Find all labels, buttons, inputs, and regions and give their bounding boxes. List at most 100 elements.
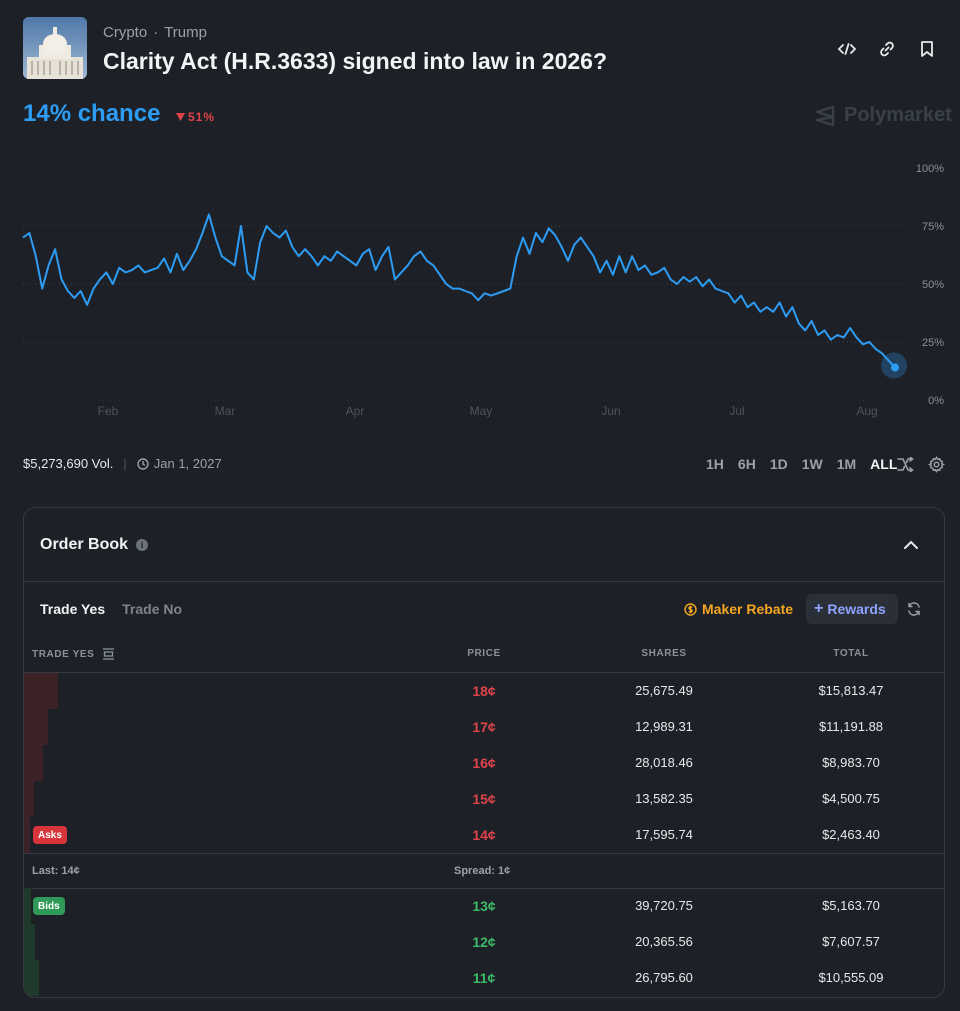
ask-row[interactable]: 16¢ 28,018.46 $8,983.70 bbox=[24, 745, 944, 781]
y-tick-label: 100% bbox=[916, 163, 944, 175]
depth-bar bbox=[24, 745, 43, 781]
brand-logo: Polymarket bbox=[814, 104, 952, 127]
order-book-title: Order Book i bbox=[40, 536, 149, 554]
order-book: Order Book i Trade Yes Trade No Maker Re… bbox=[23, 507, 945, 998]
breadcrumb-trump[interactable]: Trump bbox=[164, 24, 207, 41]
maker-rebate[interactable]: Maker Rebate bbox=[684, 601, 793, 617]
chance-delta: 51% bbox=[176, 110, 215, 124]
ask-total: $15,813.47 bbox=[818, 683, 884, 698]
bid-total: $10,555.09 bbox=[818, 970, 884, 985]
bid-row[interactable]: Bids 13¢ 39,720.75 $5,163.70 bbox=[24, 888, 944, 924]
ask-row[interactable]: 15¢ 13,582.35 $4,500.75 bbox=[24, 781, 944, 817]
ask-shares: 12,989.31 bbox=[635, 719, 693, 734]
end-date: Jan 1, 2027 bbox=[137, 456, 222, 471]
y-tick-label: 50% bbox=[922, 279, 944, 291]
x-tick-label: Feb bbox=[98, 404, 119, 418]
range-1m[interactable]: 1M bbox=[836, 456, 857, 472]
rewards-button[interactable]: + Rewards bbox=[806, 594, 898, 624]
x-tick-label: Aug bbox=[856, 404, 877, 418]
col-price: PRICE bbox=[467, 648, 501, 659]
ask-price: 16¢ bbox=[472, 755, 496, 771]
bookmark-icon[interactable] bbox=[916, 38, 938, 60]
depth-bar bbox=[24, 709, 48, 745]
series-line bbox=[22, 213, 896, 369]
asks-badge: Asks bbox=[33, 826, 67, 844]
ask-total: $4,500.75 bbox=[822, 791, 880, 806]
bid-price: 11¢ bbox=[472, 970, 496, 986]
brand-name: Polymarket bbox=[844, 104, 952, 126]
ask-shares: 13,582.35 bbox=[635, 791, 693, 806]
center-align-icon[interactable] bbox=[102, 648, 115, 660]
bid-shares: 26,795.60 bbox=[635, 970, 693, 985]
depth-bar bbox=[24, 924, 35, 960]
depth-bar bbox=[24, 888, 31, 924]
bid-row[interactable]: 11¢ 26,795.60 $10,555.09 bbox=[24, 960, 944, 996]
market-meta: $5,273,690 Vol. | Jan 1, 2027 bbox=[23, 456, 222, 471]
range-all[interactable]: ALL bbox=[870, 456, 898, 472]
trade-tabs: Trade Yes Trade No bbox=[40, 601, 182, 617]
ask-row[interactable]: 17¢ 12,989.31 $11,191.88 bbox=[24, 709, 944, 745]
col-trade-yes-label: TRADE YES bbox=[32, 648, 95, 660]
x-tick-label: Jun bbox=[601, 404, 620, 418]
breadcrumb: Crypto · Trump bbox=[103, 24, 207, 41]
col-shares: SHARES bbox=[641, 648, 687, 659]
bid-total: $5,163.70 bbox=[822, 898, 880, 913]
link-icon[interactable] bbox=[876, 38, 898, 60]
ask-shares: 25,675.49 bbox=[635, 683, 693, 698]
coin-icon bbox=[684, 602, 697, 616]
bid-price: 13¢ bbox=[472, 898, 496, 914]
last-spread-row: Last: 14¢ Spread: 1¢ bbox=[24, 853, 944, 889]
bid-total: $7,607.57 bbox=[822, 934, 880, 949]
clock-icon bbox=[137, 457, 149, 470]
down-triangle-icon bbox=[176, 113, 185, 121]
depth-bar bbox=[24, 817, 30, 853]
rewards-label: Rewards bbox=[827, 601, 886, 617]
bid-shares: 20,365.56 bbox=[635, 934, 693, 949]
col-trade-yes: TRADE YES bbox=[32, 648, 115, 660]
market-title: Clarity Act (H.R.3633) signed into law i… bbox=[103, 48, 608, 74]
bid-row[interactable]: 12¢ 20,365.56 $7,607.57 bbox=[24, 924, 944, 960]
chevron-up-icon[interactable] bbox=[903, 537, 919, 555]
info-icon[interactable]: i bbox=[136, 539, 149, 551]
tab-trade-yes[interactable]: Trade Yes bbox=[40, 601, 106, 617]
price-chart[interactable]: 100% 75% 50% 25% 0% Feb Mar Apr May Jun Jul Aug bbox=[0, 150, 960, 430]
maker-rebate-label: Maker Rebate bbox=[702, 601, 794, 617]
ask-price: 18¢ bbox=[472, 683, 496, 699]
refresh-icon[interactable] bbox=[907, 602, 921, 621]
ask-price: 14¢ bbox=[472, 827, 496, 843]
ask-row[interactable]: 18¢ 25,675.49 $15,813.47 bbox=[24, 673, 944, 709]
ask-price: 15¢ bbox=[472, 791, 496, 807]
end-date-text: Jan 1, 2027 bbox=[153, 456, 222, 471]
range-1d[interactable]: 1D bbox=[769, 456, 788, 472]
shuffle-icon[interactable] bbox=[897, 456, 914, 477]
bids-badge: Bids bbox=[33, 897, 65, 915]
ask-total: $8,983.70 bbox=[822, 755, 880, 770]
range-6h[interactable]: 6H bbox=[737, 456, 756, 472]
ask-price: 17¢ bbox=[472, 719, 496, 735]
ask-row[interactable]: Asks 14¢ 17,595.74 $2,463.40 bbox=[24, 817, 944, 853]
x-tick-label: Apr bbox=[346, 404, 365, 418]
range-1h[interactable]: 1H bbox=[706, 456, 724, 472]
y-tick-label: 0% bbox=[928, 395, 944, 407]
bid-price: 12¢ bbox=[472, 934, 496, 950]
breadcrumb-crypto[interactable]: Crypto bbox=[103, 24, 148, 41]
ask-total: $11,191.88 bbox=[818, 719, 884, 734]
market-thumbnail bbox=[23, 17, 87, 79]
volume: $5,273,690 Vol. bbox=[23, 456, 114, 471]
chance-delta-value: 51% bbox=[188, 110, 216, 124]
range-1w[interactable]: 1W bbox=[801, 456, 823, 472]
tab-trade-no[interactable]: Trade No bbox=[122, 601, 183, 617]
header-divider bbox=[24, 672, 944, 673]
depth-bar bbox=[24, 781, 35, 817]
spread: Spread: 1¢ bbox=[454, 865, 511, 877]
y-tick-label: 25% bbox=[922, 337, 944, 349]
order-book-title-text: Order Book bbox=[40, 536, 129, 553]
x-tick-label: Jul bbox=[729, 404, 744, 418]
ask-shares: 28,018.46 bbox=[635, 755, 693, 770]
order-book-header[interactable]: Order Book i bbox=[24, 508, 944, 582]
x-tick-label: Mar bbox=[215, 404, 236, 418]
settings-gear-icon[interactable] bbox=[927, 456, 946, 478]
embed-code-icon[interactable] bbox=[836, 38, 858, 60]
chance-value: 14% chance bbox=[23, 100, 161, 127]
time-range-selector: 1H 6H 1D 1W 1M ALL bbox=[706, 456, 911, 472]
